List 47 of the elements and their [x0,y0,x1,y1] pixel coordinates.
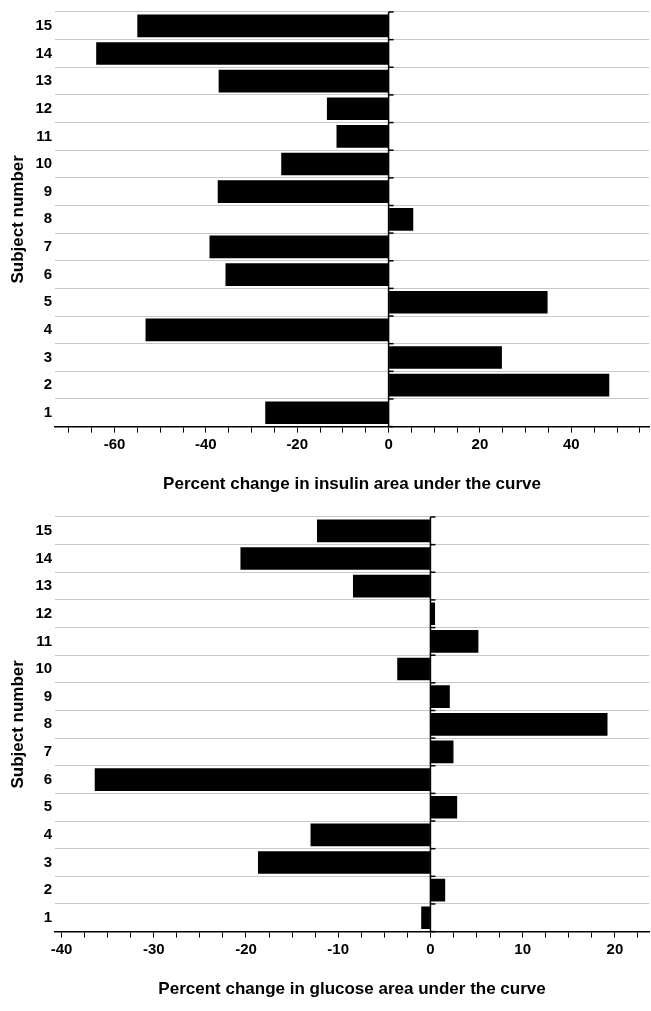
y-axis-title: Subject number [7,154,27,284]
x-axis-title: Percent change in glucose area under the curve [158,979,546,999]
y-tick-label: 6 [43,769,53,787]
y-tick-label: 13 [35,71,53,89]
x-tick-label: 20 [471,434,489,452]
x-tick-label: -60 [103,434,126,452]
y-tick-label: 7 [43,237,53,255]
y-tick-label: 8 [43,714,53,732]
y-tick-label: 10 [35,154,53,172]
x-tick-label: -20 [235,939,257,957]
y-tick-label: 5 [43,292,53,310]
x-axis-title: Percent change in insulin area under the curve [163,474,541,494]
y-tick-label: 2 [43,375,53,393]
y-tick-label: 3 [43,852,53,870]
x-tick-label: -40 [195,434,217,452]
y-tick-label: 10 [35,659,53,677]
y-tick-label: 9 [43,181,53,199]
x-tick-label: 40 [562,434,580,452]
y-tick-label: 4 [43,320,53,337]
x-tick-label: 0 [384,434,393,452]
y-tick-label: 15 [35,520,53,538]
y-tick-label: 12 [35,603,53,621]
y-tick-label: 2 [43,880,53,898]
y-tick-label: 11 [36,126,53,144]
y-tick-label: 14 [35,43,53,61]
y-tick-label: 6 [43,264,53,282]
x-tick-label: -30 [142,939,165,957]
x-tick-label: 0 [426,939,435,957]
y-tick-label: 1 [43,907,53,925]
x-tick-label: 20 [606,939,624,957]
y-tick-label: 11 [36,631,53,649]
y-axis-title: Subject number [7,659,27,789]
y-tick-label: 14 [35,548,53,566]
x-tick-label: -10 [327,939,350,957]
y-tick-label: 5 [43,797,53,815]
y-tick-label: 15 [35,15,53,33]
y-tick-label: 4 [43,825,53,842]
y-tick-label: 9 [43,686,53,704]
y-tick-label: 1 [43,402,53,420]
y-tick-label: 3 [43,347,53,365]
y-tick-label: 13 [35,576,53,594]
x-tick-label: -40 [50,939,73,957]
y-tick-label: 7 [43,742,53,760]
y-tick-label: 8 [43,209,53,227]
x-tick-label: -20 [286,434,309,452]
x-tick-label: 10 [514,939,531,957]
y-tick-label: 12 [35,98,53,116]
